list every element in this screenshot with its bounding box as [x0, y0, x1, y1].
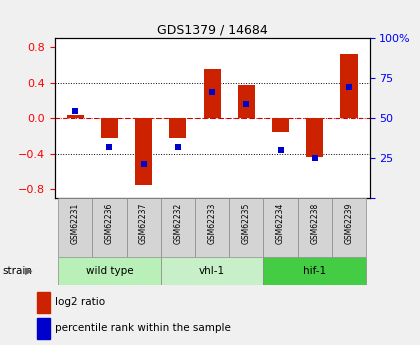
Point	[346, 84, 352, 90]
Text: GSM62231: GSM62231	[71, 203, 80, 244]
Bar	[263, 198, 298, 257]
Bar	[332, 198, 366, 257]
Text: strain: strain	[2, 266, 32, 276]
Bar	[135, 118, 152, 185]
Point	[243, 101, 250, 107]
Bar	[58, 198, 92, 257]
Text: percentile rank within the sample: percentile rank within the sample	[55, 323, 231, 333]
Text: hif-1: hif-1	[303, 266, 326, 276]
Bar	[341, 54, 357, 118]
Text: GSM62237: GSM62237	[139, 203, 148, 245]
Text: ▶: ▶	[25, 266, 32, 276]
Bar	[126, 198, 161, 257]
Text: GSM62233: GSM62233	[207, 203, 217, 245]
Point	[277, 147, 284, 152]
Text: GSM62239: GSM62239	[344, 203, 354, 245]
Bar	[238, 85, 255, 118]
Point	[72, 108, 79, 114]
Bar	[204, 69, 220, 118]
Bar	[101, 118, 118, 138]
Text: GSM62232: GSM62232	[173, 203, 182, 244]
Point	[209, 90, 215, 95]
Title: GDS1379 / 14684: GDS1379 / 14684	[157, 24, 268, 37]
Bar	[58, 257, 161, 285]
Point	[174, 144, 181, 149]
Bar	[272, 118, 289, 131]
Bar	[67, 115, 84, 118]
Bar	[195, 198, 229, 257]
Point	[140, 161, 147, 167]
Bar	[306, 118, 323, 157]
Bar	[161, 198, 195, 257]
Text: GSM62235: GSM62235	[242, 203, 251, 245]
Text: GSM62234: GSM62234	[276, 203, 285, 245]
Bar	[169, 118, 186, 138]
Point	[106, 144, 113, 149]
Point	[312, 155, 318, 161]
Text: log2 ratio: log2 ratio	[55, 297, 105, 307]
Bar	[92, 198, 126, 257]
Bar	[298, 198, 332, 257]
Text: GSM62236: GSM62236	[105, 203, 114, 245]
Bar	[37, 318, 50, 339]
Text: vhl-1: vhl-1	[199, 266, 225, 276]
Bar	[37, 292, 50, 313]
Text: wild type: wild type	[86, 266, 133, 276]
Bar	[263, 257, 366, 285]
Text: GSM62238: GSM62238	[310, 203, 319, 244]
Bar	[229, 198, 263, 257]
Bar	[161, 257, 263, 285]
